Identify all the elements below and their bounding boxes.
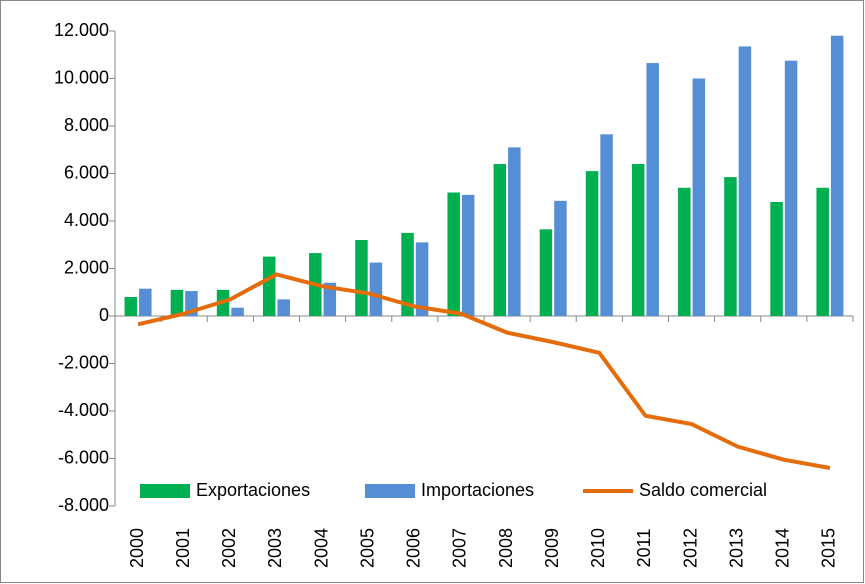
legend-label: Exportaciones: [196, 480, 310, 500]
bar: [738, 46, 752, 316]
x-tick-label: 2012: [680, 528, 700, 568]
y-tick-label: 10.000: [54, 67, 109, 87]
bar: [508, 147, 521, 316]
bar: [600, 134, 613, 316]
x-tick-label: 2002: [219, 528, 239, 568]
bar: [724, 177, 737, 316]
y-tick-label: 8.000: [64, 115, 109, 135]
legend-label: Saldo comercial: [639, 480, 767, 500]
legend-label: Importaciones: [421, 480, 534, 500]
bar: [124, 297, 138, 316]
y-tick-label: 6.000: [64, 162, 109, 182]
x-tick-label: 2005: [357, 528, 377, 568]
bar: [493, 164, 507, 316]
line: [137, 272, 831, 470]
y-tick-label: -4.000: [58, 400, 109, 420]
x-tick-label: 2001: [173, 528, 193, 568]
bar: [277, 299, 290, 316]
y-tick-label: 12.000: [54, 20, 109, 40]
y-tick-label: -2.000: [58, 352, 109, 372]
bar: [323, 282, 337, 316]
bar: [784, 60, 798, 316]
x-tick-label: 2011: [634, 529, 654, 568]
bar: [262, 256, 276, 316]
x-tick-label: 2015: [819, 528, 839, 568]
bar: [170, 289, 184, 316]
bar: [678, 187, 691, 316]
legend-swatch: [140, 484, 190, 498]
x-tick-label: 2004: [311, 528, 331, 568]
x-tick-label: 2008: [496, 528, 516, 568]
x-tick-label: 2007: [450, 528, 470, 568]
bar: [646, 63, 659, 316]
bar: [692, 78, 706, 316]
bar: [539, 229, 553, 316]
bar: [231, 307, 244, 316]
x-tick-label: 2014: [773, 528, 793, 568]
x-tick-label: 2000: [127, 528, 147, 568]
legend-swatch: [365, 484, 415, 498]
x-tick-label: 2010: [588, 528, 608, 568]
bar: [369, 262, 383, 316]
y-tick-label: 2.000: [64, 257, 109, 277]
bar: [139, 288, 152, 316]
x-tick-label: 2006: [404, 528, 424, 568]
bar: [554, 200, 567, 316]
bar: [461, 194, 475, 316]
y-tick-label: -8.000: [58, 495, 109, 515]
bar: [585, 171, 599, 316]
y-tick-label: 0: [99, 305, 109, 325]
bar: [830, 35, 844, 316]
x-tick-label: 2013: [726, 528, 746, 568]
bar: [415, 242, 429, 316]
bar: [447, 192, 460, 316]
y-tick-label: 4.000: [64, 210, 109, 230]
bar: [816, 187, 829, 316]
x-tick-label: 2003: [265, 528, 285, 568]
bar: [355, 240, 368, 316]
y-tick-label: -6.000: [58, 447, 109, 467]
bar: [770, 202, 783, 316]
x-tick-label: 2009: [542, 528, 562, 568]
bar: [631, 164, 645, 316]
bar: [401, 232, 414, 316]
